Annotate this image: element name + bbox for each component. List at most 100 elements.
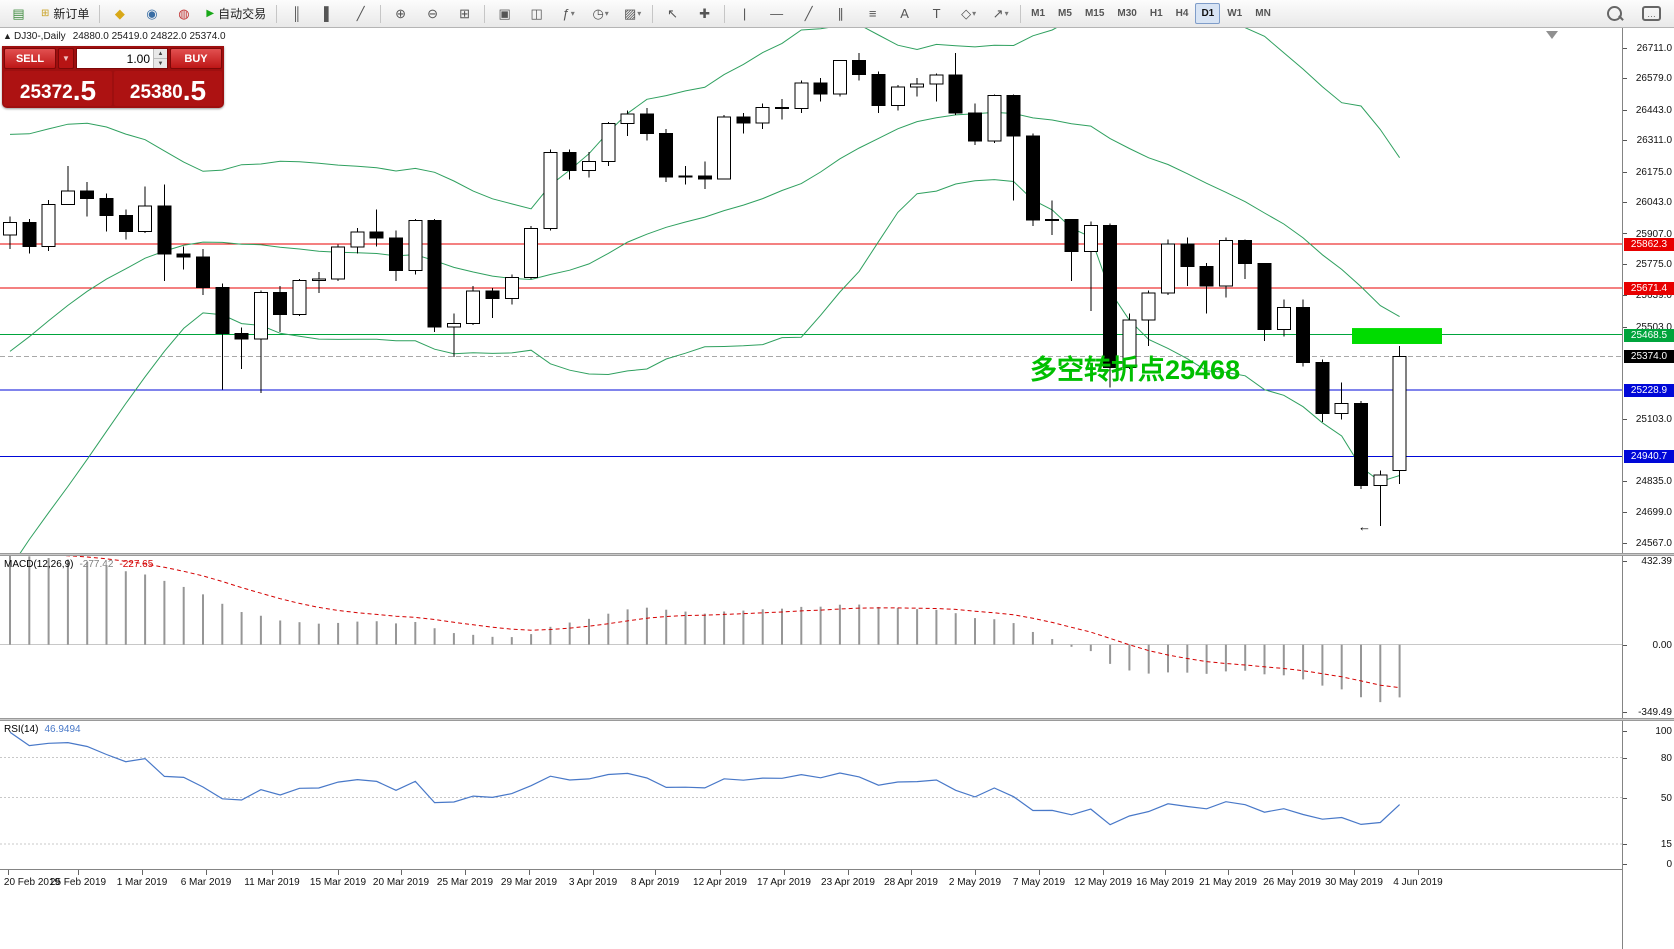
volume-value[interactable]: 1.00 [126, 51, 150, 66]
alerts-icon[interactable]: ◍ [178, 5, 190, 21]
toolbar-separator [484, 4, 486, 23]
cascade-windows-icon[interactable]: ◫ [530, 5, 543, 21]
channel-icon[interactable]: ∥ [837, 5, 844, 21]
macd-axis-tick: 432.39 [1641, 556, 1672, 568]
annotation-text[interactable]: 多空转折点25468 [1030, 355, 1241, 385]
toolbar: ▤ ⊞ 新订单 ◆ ◉ ◍ ▶ 自动交易 ║ ▌ ╱ ⊕ ⊖ ⊞ ▣ ◫ ƒ ▾ ◷ ▾ ▨ ▾ ↖ ✚ | — ╱ ∥ ≡ A T ◇ ▾ ↗ ▾… [0, 0, 1674, 28]
sell-price-main: 25372 [19, 82, 73, 103]
time-axis-label: 26 May 2019 [1263, 877, 1321, 888]
shapes-icon[interactable]: ◇ ▾ [961, 5, 977, 21]
line-chart-icon[interactable]: ╱ [356, 5, 365, 21]
new-order-button[interactable]: ⊞ 新订单 [35, 2, 95, 25]
price-axis-tick: 26311.0 [1636, 135, 1672, 147]
time-axis-label: 16 May 2019 [1136, 877, 1194, 888]
rsi-pane[interactable] [0, 721, 1622, 869]
time-axis-label: 12 May 2019 [1074, 877, 1132, 888]
text-icon[interactable]: A [900, 6, 909, 21]
new-chart-icon[interactable]: ▤ [12, 5, 25, 21]
svg-text:←: ← [1358, 519, 1371, 534]
auto-trading-button-label: 自动交易 [218, 7, 267, 21]
macd-pane[interactable] [0, 556, 1622, 718]
templates-icon[interactable]: ▨ ▾ [623, 5, 642, 21]
zoom-in-icon[interactable]: ⊕ [395, 5, 407, 21]
market-depth-icon[interactable]: ◆ [114, 5, 125, 21]
toolbar-separator [99, 4, 101, 23]
symbol-ohlc: 24880.0 25419.0 24822.0 25374.0 [72, 31, 226, 42]
timeframe-button-M5[interactable]: M5 [1058, 8, 1072, 19]
volume-down-icon[interactable]: ▼ [154, 58, 167, 68]
indicators-icon[interactable]: ƒ ▾ [562, 6, 575, 21]
macd-axis-tick: -349.49 [1638, 707, 1672, 719]
text-label-icon[interactable]: T [932, 6, 941, 21]
rsi-value: 46.9494 [44, 724, 81, 735]
timeframe-button-M15[interactable]: M15 [1084, 8, 1105, 19]
sell-button[interactable]: SELL [4, 48, 56, 69]
rsi-axis-tick: 15 [1660, 839, 1672, 850]
periods-icon[interactable]: ◷ ▾ [592, 5, 609, 21]
toolbar-right-group: … [1599, 2, 1671, 25]
chat-button[interactable]: … [1636, 2, 1667, 25]
main-chart-pane[interactable]: ← [0, 27, 1622, 553]
time-axis-label: 12 Apr 2019 [693, 877, 747, 888]
time-axis-label: 23 Apr 2019 [821, 877, 875, 888]
price-axis[interactable]: 26711.0 26579.0 26443.0 26311.0 26175.0 26043… [1622, 27, 1674, 949]
search-button[interactable] [1599, 2, 1630, 25]
rsi-axis-tick: 50 [1660, 792, 1672, 804]
sell-price[interactable]: 25372.5 [4, 71, 112, 106]
chevron-down-icon: ▾ [604, 9, 609, 18]
price-axis-tick: 26711.0 [1636, 43, 1672, 54]
pane-separator[interactable] [0, 718, 1674, 721]
volume-stepper[interactable]: ▲ ▼ [153, 49, 167, 68]
buy-price[interactable]: 25380.5 [114, 71, 222, 106]
macd-name: MACD(12,26,9) [4, 559, 74, 570]
timeframe-button-H1[interactable]: H1 [1149, 8, 1163, 19]
zoom-out-icon[interactable]: ⊖ [427, 5, 439, 21]
timeframe-group: M1 M5 M15 M30 H1 H4 D1 W1 MN [1025, 3, 1277, 24]
volume-field[interactable]: 1.00 ▲ ▼ [76, 48, 168, 69]
price-axis-tick: 26043.0 [1635, 197, 1672, 209]
rsi-axis-tick: 0 [1666, 859, 1672, 870]
volume-up-icon[interactable]: ▲ [154, 49, 167, 58]
time-axis-label: 30 May 2019 [1325, 877, 1383, 888]
fibonacci-icon[interactable]: ≡ [868, 6, 877, 21]
timeframe-button-D1[interactable]: D1 [1195, 3, 1221, 24]
vertical-line-icon[interactable]: | [742, 6, 747, 21]
grid-icon[interactable]: ⊞ [459, 5, 471, 21]
horizontal-line-icon[interactable]: — [770, 6, 784, 21]
auto-trading-button[interactable]: ▶ 自动交易 [200, 2, 272, 25]
timeframe-button-M1[interactable]: M1 [1031, 8, 1046, 19]
time-axis-label: 15 Mar 2019 [309, 877, 367, 888]
price-axis-tick: 26579.0 [1635, 73, 1672, 85]
auto-trading-icon: ▶ [206, 8, 215, 19]
rsi-axis-tick: 100 [1655, 726, 1672, 737]
price-axis-tick: 25775.0 [1635, 258, 1672, 270]
chat-icon: … [1642, 6, 1661, 21]
timeframe-button-MN[interactable]: MN [1255, 8, 1271, 19]
time-axis[interactable]: 20 Feb 2019 25 Feb 2019 1 Mar 2019 6 Mar 20… [0, 869, 1622, 949]
timeframe-button-W1[interactable]: W1 [1227, 8, 1243, 19]
macd-value: -277.42 [79, 559, 114, 570]
bar-chart-icon[interactable]: ║ [292, 6, 302, 21]
chevron-down-icon: ▾ [1004, 9, 1009, 18]
price-level-chip: 25862.3 [1624, 237, 1674, 251]
timeframe-button-H4[interactable]: H4 [1175, 8, 1189, 19]
one-click-collapse-toggle-icon[interactable]: ▲ [3, 31, 12, 41]
buy-button[interactable]: BUY [170, 48, 222, 69]
cursor-icon[interactable]: ↖ [667, 5, 679, 21]
sell-price-frac: .5 [72, 75, 97, 106]
volume-dropdown-icon[interactable]: ▼ [58, 48, 74, 69]
crosshair-icon[interactable]: ✚ [699, 5, 711, 21]
price-level-chip: 25671.4 [1624, 281, 1674, 295]
rsi-axis-tick: 80 [1660, 752, 1672, 764]
rsi-name: RSI(14) [4, 724, 39, 735]
arrows-icon[interactable]: ↗ ▾ [992, 5, 1009, 21]
price-axis-tick: 25907.0 [1635, 228, 1672, 240]
trendline-icon[interactable]: ╱ [804, 5, 813, 21]
pane-separator[interactable] [0, 553, 1674, 556]
candlestick-chart-icon[interactable]: ▌ [324, 6, 334, 21]
accounts-icon[interactable]: ◉ [146, 5, 158, 21]
macd-axis-tick: 0.00 [1652, 639, 1672, 651]
timeframe-button-M30[interactable]: M30 [1117, 8, 1137, 19]
tile-windows-icon[interactable]: ▣ [498, 5, 511, 21]
